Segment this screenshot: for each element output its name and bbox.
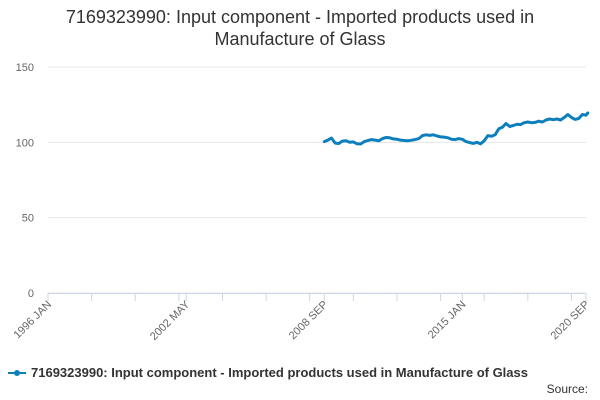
x-tick-label: 2008 SEP (287, 299, 331, 343)
chart-title-line-1: 7169323990: Input component - Imported p… (65, 7, 535, 27)
x-tick-label: 2020 SEP (549, 299, 593, 343)
legend-label: 7169323990: Input component - Imported p… (31, 365, 528, 380)
series-line (322, 111, 590, 146)
x-tick-label: 2002 MAY (148, 298, 193, 343)
legend-line-marker-icon (8, 367, 26, 379)
gridlines (48, 66, 586, 294)
y-tick-label: 0 (28, 288, 34, 300)
y-tick-label: 50 (22, 213, 34, 225)
x-axis: 1996 JAN 2002 MAY 2008 SEP 2015 JAN 2020 SEP (11, 293, 592, 343)
x-tick-label: 1996 JAN (11, 299, 54, 342)
chart-title: 7169323990: Input component - Imported p… (0, 6, 600, 50)
series-group (322, 111, 590, 146)
y-axis-ticks: 0 50 100 150 (16, 62, 34, 300)
legend[interactable]: 7169323990: Input component - Imported p… (8, 365, 528, 380)
source-label: Source: (546, 382, 588, 396)
y-tick-label: 100 (16, 137, 34, 149)
y-tick-label: 150 (16, 62, 34, 74)
chart-title-line-2: Manufacture of Glass (214, 29, 386, 49)
x-tick-label: 2015 JAN (426, 299, 469, 342)
